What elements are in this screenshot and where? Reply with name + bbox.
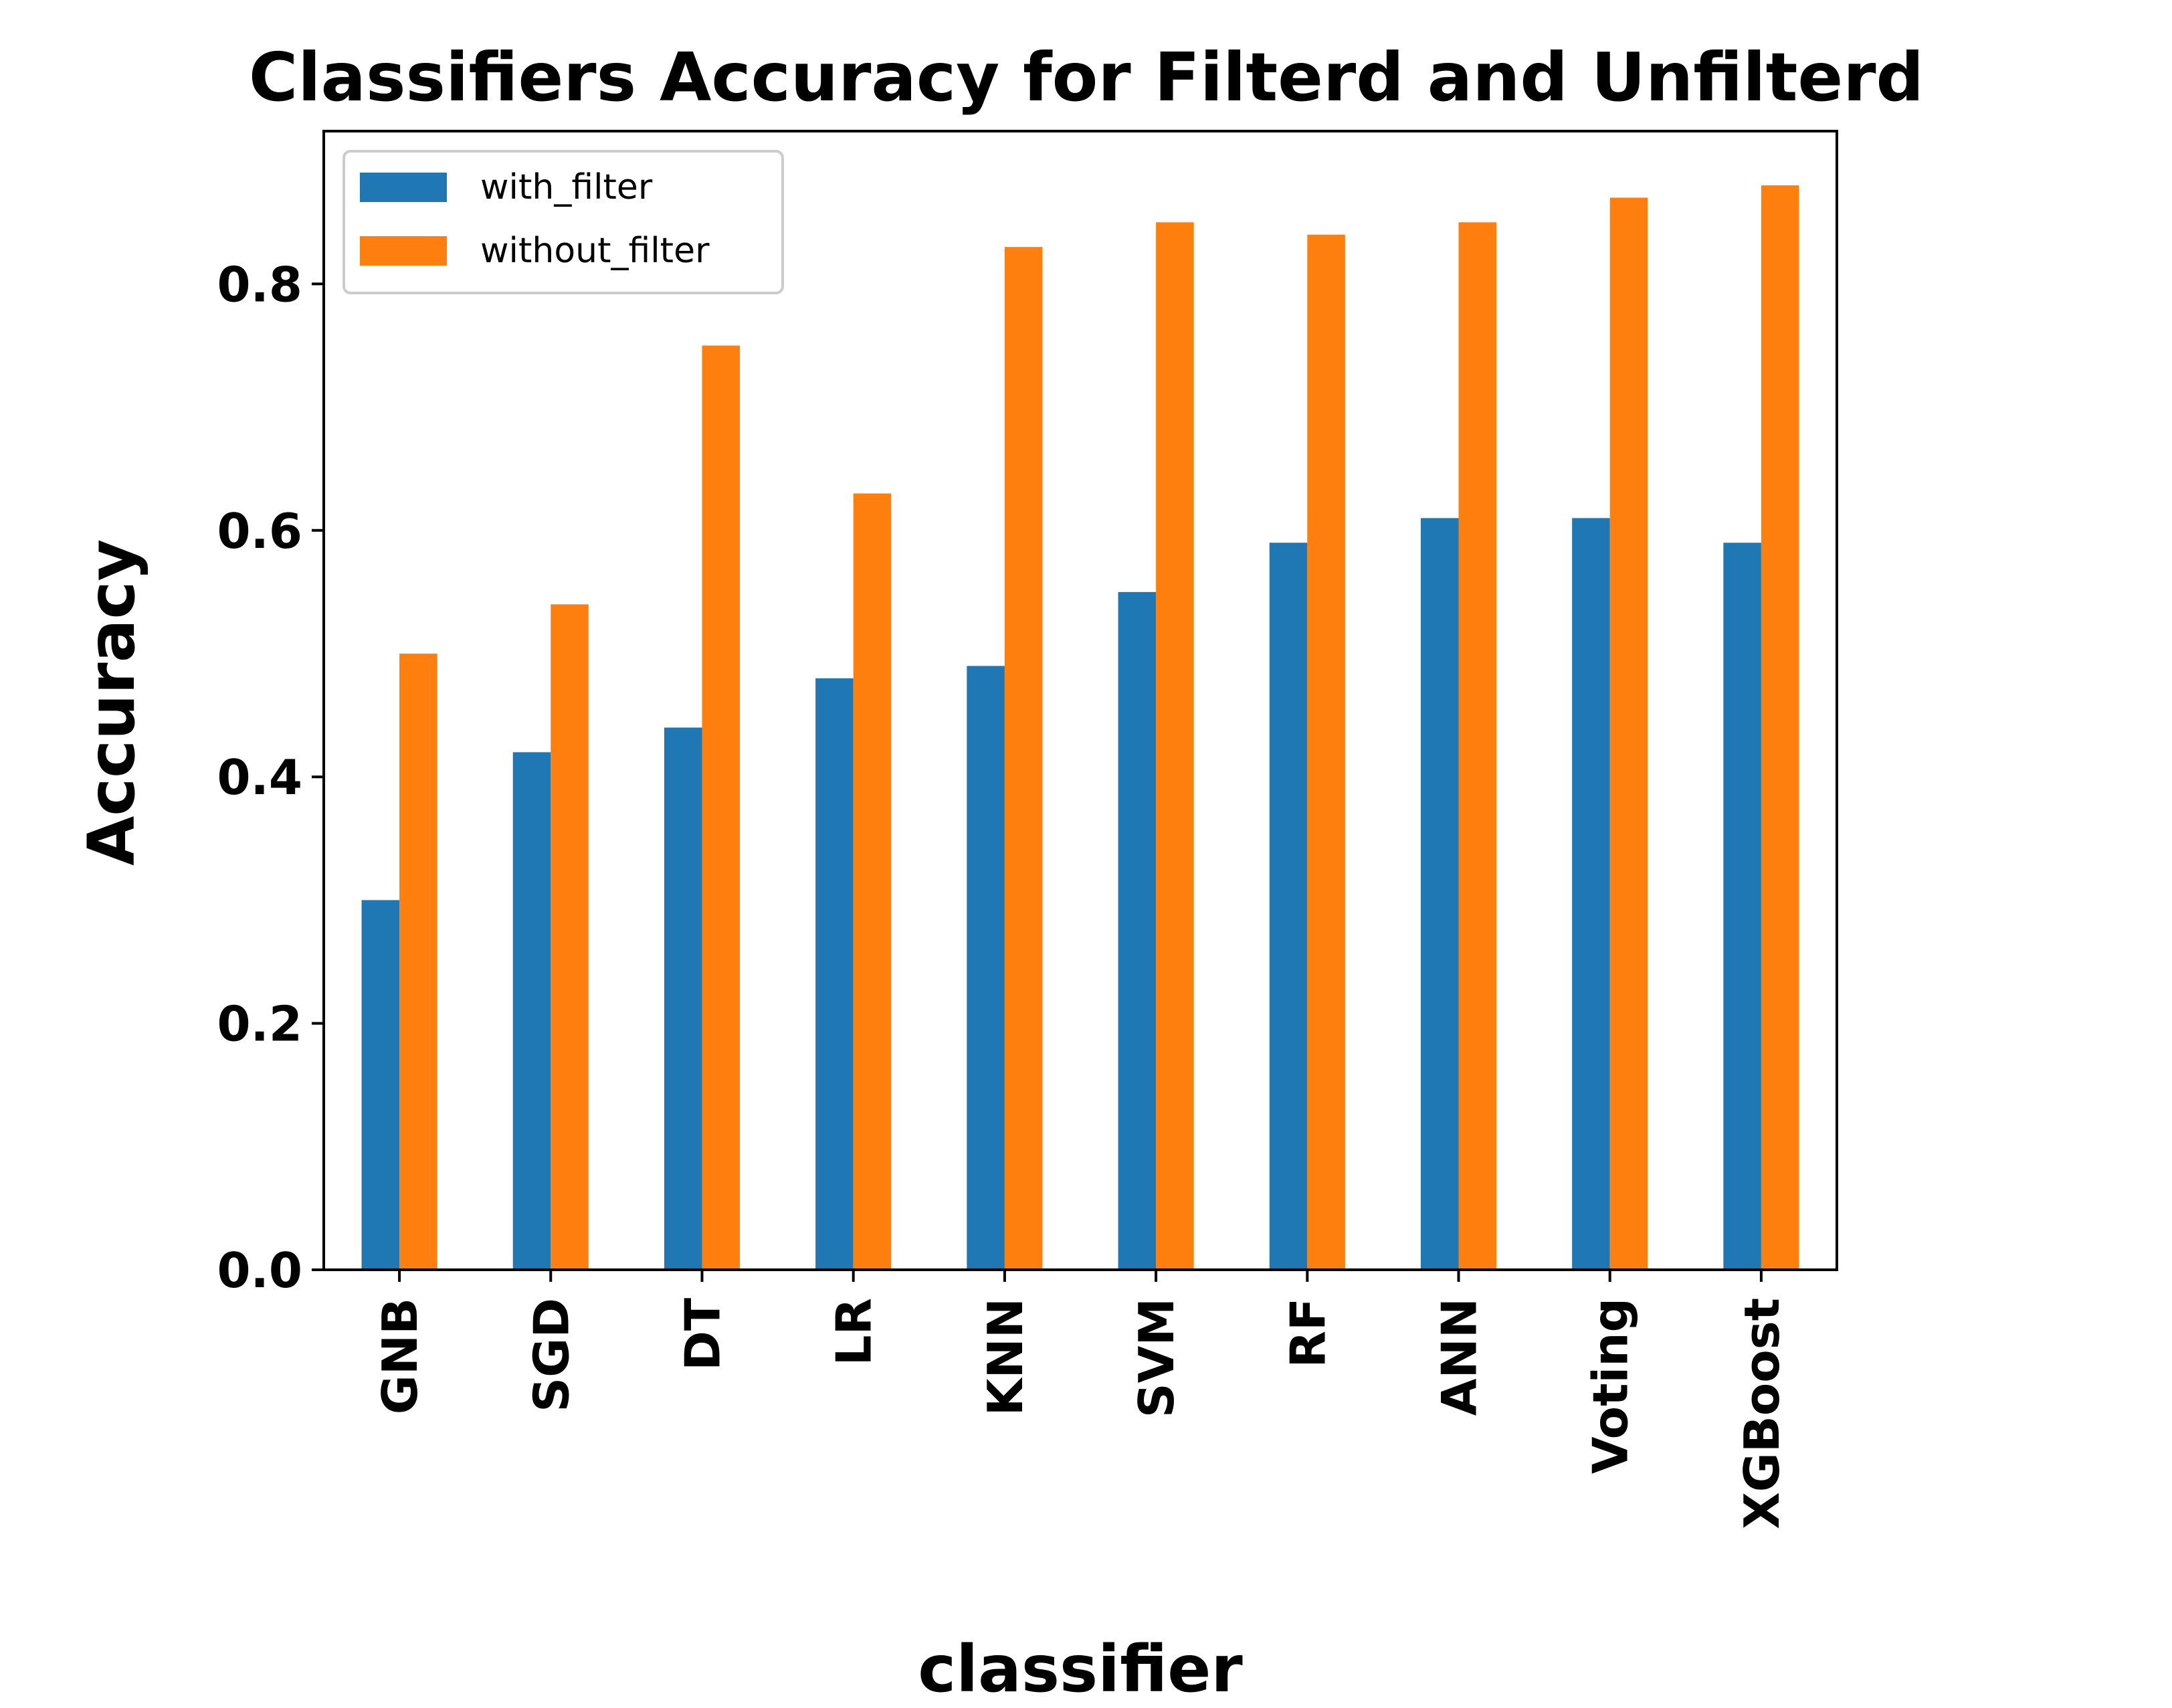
- y-tick-label: 0.0: [217, 1242, 302, 1299]
- bar-with-filter-ann: [1420, 518, 1459, 1270]
- y-tick-label: 0.4: [217, 749, 302, 805]
- bars-group: [361, 185, 1799, 1270]
- x-tick-label-svm: SVM: [1128, 1298, 1185, 1418]
- bar-without-filter-svm: [1156, 222, 1194, 1270]
- x-tick-label-gnb: GNB: [372, 1298, 428, 1414]
- legend-swatch-with-filter: [360, 173, 447, 202]
- y-tick-label: 0.6: [217, 503, 302, 559]
- bar-with-filter-knn: [967, 666, 1005, 1270]
- bar-with-filter-rf: [1269, 543, 1308, 1270]
- bar-without-filter-dt: [702, 345, 741, 1270]
- bar-with-filter-dt: [664, 727, 702, 1270]
- bar-without-filter-gnb: [399, 654, 437, 1270]
- legend-label-without-filter: without_filter: [480, 231, 710, 271]
- y-axis-ticks: 0.0 0.2 0.4 0.6 0.8: [217, 256, 324, 1299]
- bar-without-filter-ann: [1458, 222, 1497, 1270]
- x-tick-label-rf: RF: [1280, 1298, 1336, 1368]
- y-tick-label: 0.8: [217, 256, 302, 312]
- bar-with-filter-sgd: [512, 752, 551, 1270]
- x-tick-label-ann: ANN: [1431, 1298, 1488, 1416]
- bar-without-filter-sgd: [551, 604, 589, 1270]
- x-tick-label-voting: Voting: [1583, 1298, 1639, 1474]
- bar-without-filter-voting: [1609, 197, 1648, 1270]
- bar-without-filter-xgboost: [1761, 185, 1799, 1270]
- x-tick-label-xgboost: XGBoost: [1734, 1298, 1790, 1529]
- bar-without-filter-knn: [1004, 247, 1043, 1270]
- bar-with-filter-voting: [1572, 518, 1610, 1270]
- y-tick-label: 0.2: [217, 996, 302, 1052]
- bar-without-filter-lr: [853, 493, 892, 1270]
- legend-label-with-filter: with_filter: [480, 167, 653, 207]
- x-axis-ticks: GNB SGD DT LR KNN SVM RF ANN Voting XGBoost: [372, 1270, 1790, 1529]
- legend-swatch-without-filter: [360, 236, 447, 266]
- chart-title: Classifiers Accuracy for Filterd and Unf…: [249, 38, 1924, 116]
- y-axis-label: Accuracy: [74, 539, 149, 866]
- bar-with-filter-lr: [815, 678, 854, 1270]
- x-tick-label-lr: LR: [826, 1298, 882, 1365]
- bar-with-filter-svm: [1118, 591, 1157, 1270]
- bar-without-filter-rf: [1307, 234, 1345, 1270]
- legend: with_filter without_filter: [342, 150, 784, 294]
- x-tick-label-knn: KNN: [977, 1298, 1033, 1416]
- bar-with-filter-xgboost: [1723, 543, 1761, 1270]
- bar-with-filter-gnb: [361, 900, 400, 1270]
- x-tick-label-sgd: SGD: [523, 1298, 579, 1412]
- x-axis-label: classifier: [918, 1632, 1243, 1707]
- plot-frame: [322, 130, 1838, 1271]
- legend-box: [342, 150, 784, 294]
- x-tick-label-dt: DT: [675, 1298, 731, 1371]
